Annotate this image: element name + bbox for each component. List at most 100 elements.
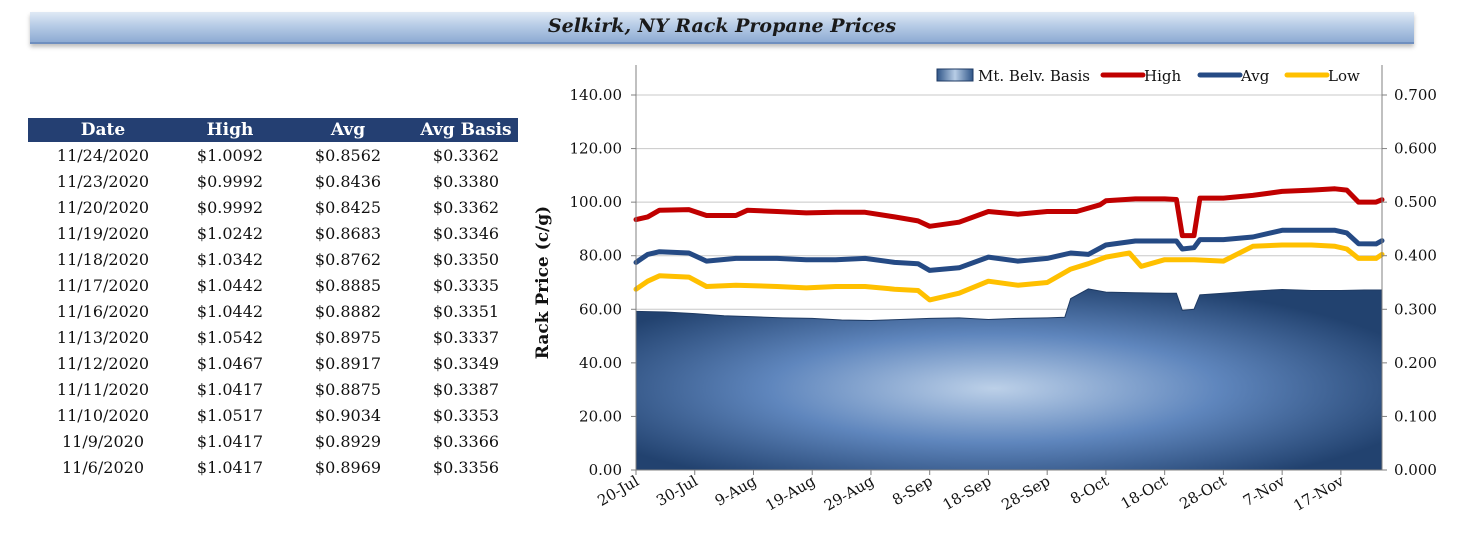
table-cell: $0.9992 [196,171,264,191]
table-cell: $0.9034 [314,405,382,425]
series-line-low [633,242,1385,303]
y-tick-label: 140.00 [570,86,623,104]
y-tick-label: 0.00 [589,461,622,479]
y2-tick-label: 0.700 [1394,86,1437,104]
y2-tick-label: 0.600 [1394,140,1437,158]
table-cell: 11/17/2020 [56,275,150,295]
x-tick-label: 18-Sep [940,472,995,514]
table-body: 11/24/2020 $1.0092 $0.8562 $0.3362 11/23/202… [28,142,518,480]
table-cell: 11/10/2020 [56,405,150,425]
table-row: 11/17/2020 $1.0442 $0.8885 $0.3335 [28,272,518,298]
table-cell: $0.3346 [432,223,500,243]
table-cell: 11/19/2020 [56,223,150,243]
y2-tick-label: 0.500 [1394,193,1437,211]
column-header: Avg Basis [414,118,518,142]
table-row: 11/10/2020 $1.0517 $0.9034 $0.3353 [28,402,518,428]
table-row: 11/18/2020 $1.0342 $0.8762 $0.3350 [28,246,518,272]
price-chart: 0.00 20.00 40.00 60.00 80.00 100.00 120.00 140.… [533,65,1437,515]
table-cell: $0.3380 [432,171,500,191]
table-cell: $1.0517 [196,405,264,425]
table-cell: $0.3387 [432,379,500,399]
table-cell: $0.3349 [432,353,500,373]
table-cell: $0.8885 [314,275,382,295]
column-header: Date [28,118,178,142]
x-tick-label: 18-Oct [1118,472,1171,513]
table-cell: $0.8683 [314,223,382,243]
table-cell: $0.3356 [432,457,500,477]
y-tick-label: 120.00 [570,140,623,158]
legend-label: Low [1328,67,1360,85]
table-cell: $0.3362 [432,145,500,165]
table-cell: 11/20/2020 [56,197,150,217]
table-header-row: Date High Avg Avg Basis [28,118,518,142]
price-table: Date High Avg Avg Basis 11/24/2020 $1.009… [28,118,518,480]
table-cell: 11/18/2020 [56,249,150,269]
table-row: 11/12/2020 $1.0467 $0.8917 $0.3349 [28,350,518,376]
column-header: Avg [282,118,414,142]
table-row: 11/20/2020 $0.9992 $0.8425 $0.3362 [28,194,518,220]
table-cell: $0.8882 [314,301,382,321]
table-cell: 11/24/2020 [56,145,150,165]
table-row: 11/9/2020 $1.0417 $0.8929 $0.3366 [28,428,518,454]
series-line-avg [633,227,1385,273]
table-cell: $0.8762 [314,249,382,269]
table-cell: $0.3353 [432,405,500,425]
table-cell: $0.3366 [432,431,500,451]
y2-tick-label: 0.300 [1394,300,1437,318]
series-lines [633,186,1385,303]
legend-swatch-basis [936,68,974,82]
y-tick-label: 100.00 [570,193,623,211]
table-cell: 11/11/2020 [56,379,150,399]
series-line-high [633,186,1385,239]
table-row: 11/6/2020 $1.0417 $0.8969 $0.3356 [28,454,518,480]
table-cell: 11/12/2020 [56,353,150,373]
table-cell: $0.3350 [432,249,500,269]
x-tick-label: 8-Sep [889,472,936,509]
y-tick-label: 20.00 [579,407,622,425]
legend-label: High [1144,67,1181,85]
table-cell: $0.8969 [314,457,382,477]
table-cell: $1.0442 [196,275,264,295]
y-tick-label: 80.00 [579,247,622,265]
page-title: Selkirk, NY Rack Propane Prices [547,15,897,37]
table-cell: $0.3362 [432,197,500,217]
table-cell: $1.0417 [196,431,264,451]
table-row: 11/24/2020 $1.0092 $0.8562 $0.3362 [28,142,518,168]
table-cell: $1.0417 [196,457,264,477]
x-tick-label: 28-Sep [998,472,1053,514]
y-tick-label: 60.00 [579,300,622,318]
legend-label: Avg [1240,67,1270,85]
table-cell: 11/13/2020 [56,327,150,347]
x-tick-label: 8-Oct [1067,472,1112,508]
legend: Mt. Belv. Basis High Avg Low [936,67,1360,85]
y2-tick-label: 0.200 [1394,354,1437,372]
table-cell: $1.0092 [196,145,264,165]
table-cell: $0.3335 [432,275,500,295]
column-header: High [178,118,282,142]
table-cell: 11/9/2020 [61,431,145,451]
table-cell: 11/23/2020 [56,171,150,191]
table-row: 11/11/2020 $1.0417 $0.8875 $0.3387 [28,376,518,402]
table-cell: $1.0342 [196,249,264,269]
y2-tick-label: 0.000 [1394,461,1437,479]
x-tick-label: 29-Aug [821,472,877,515]
y-tick-label: 40.00 [579,354,622,372]
table-cell: $0.8917 [314,353,382,373]
table-cell: $0.3337 [432,327,500,347]
title-bar: Selkirk, NY Rack Propane Prices [30,12,1414,44]
table-cell: $0.8562 [314,145,382,165]
x-tick-label: 19-Aug [762,472,818,515]
y2-tick-label: 0.400 [1394,247,1437,265]
y-axis-label: Rack Price (c/g) [533,206,553,359]
table-row: 11/13/2020 $1.0542 $0.8975 $0.3337 [28,324,518,350]
table-cell: $0.3351 [432,301,500,321]
table-cell: $1.0467 [196,353,264,373]
table-row: 11/19/2020 $1.0242 $0.8683 $0.3346 [28,220,518,246]
table-row: 11/16/2020 $1.0442 $0.8882 $0.3351 [28,298,518,324]
table-cell: $1.0542 [196,327,264,347]
table-cell: $0.9992 [196,197,264,217]
table-cell: $0.8436 [314,171,382,191]
x-tick-label: 7-Nov [1240,472,1289,510]
table-cell: $0.8975 [314,327,382,347]
table-row: 11/23/2020 $0.9992 $0.8436 $0.3380 [28,168,518,194]
